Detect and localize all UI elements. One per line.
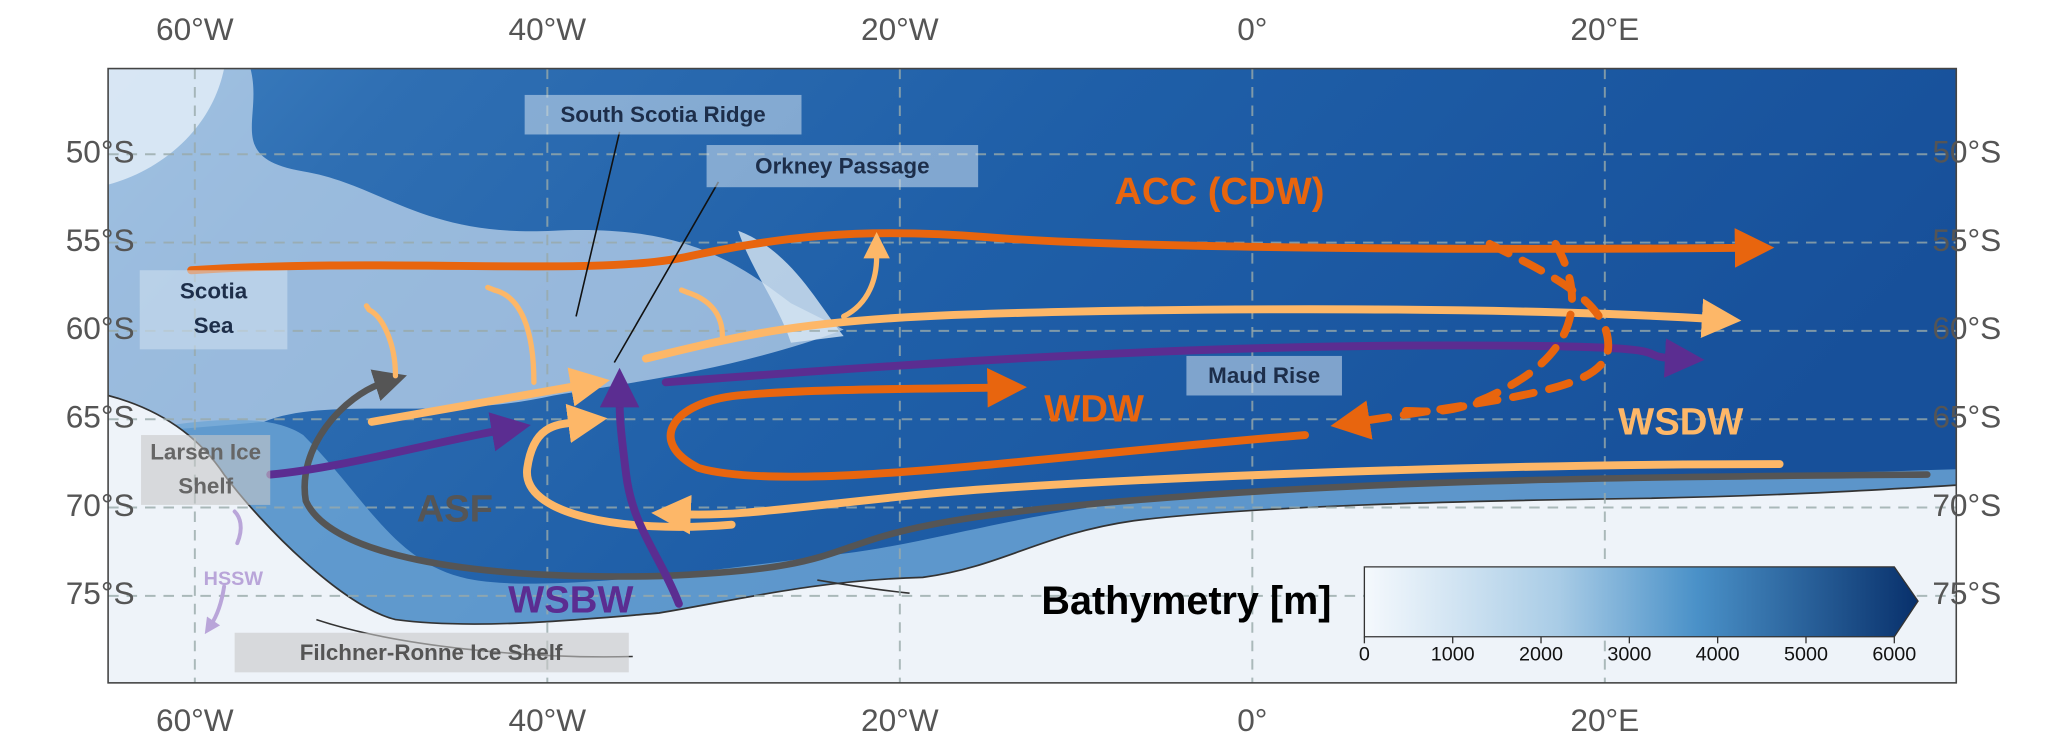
flows (187, 131, 1931, 625)
feature-label: South Scotia Ridge (560, 102, 765, 127)
shallow-area (108, 68, 844, 436)
lon-tick-label: 0° (1237, 11, 1267, 47)
lat-tick-label: 60°S (1932, 310, 2001, 346)
colorbar-label: Bathymetry [m] (1041, 579, 1331, 623)
lon-tick-label: 20°W (861, 702, 939, 738)
lat-tick-label: 65°S (1932, 399, 2001, 435)
wsbw-flow (599, 367, 683, 608)
colorbar-tick-label: 2000 (1519, 643, 1563, 665)
asf-flow (301, 369, 1931, 580)
lon-tick-label: 40°W (508, 11, 586, 47)
current-labels: ACC (CDW) WDW WSDW ASF WSBW (417, 170, 1745, 622)
current-label: ASF (417, 488, 493, 531)
coastline (108, 394, 1957, 625)
feature-label: Filchner-Ronne Ice Shelf (300, 640, 563, 665)
label-box (1186, 355, 1342, 396)
label-box (706, 145, 979, 188)
feature-label: Scotia (180, 279, 248, 304)
feature-label: Larsen Ice (150, 439, 261, 464)
colorbar-scale (1363, 566, 1919, 638)
colorbar-tick-label: 0 (1359, 643, 1370, 665)
purple-flow (661, 338, 1705, 387)
colorbar: Bathymetry [m] 0 1000 2000 3000 4000 5000 6000 (1041, 566, 1919, 665)
label-box (139, 270, 288, 350)
feature-label: Shelf (178, 474, 233, 499)
feature-label: HSSW (204, 568, 264, 590)
lat-tick-label: 70°S (1932, 487, 2001, 523)
wdw-flow (666, 368, 1310, 481)
label-box (234, 632, 629, 673)
colorbar-tick-label: 3000 (1607, 643, 1651, 665)
ridge (738, 230, 844, 343)
wsdw-flow (367, 367, 610, 426)
branch-flow (366, 254, 880, 385)
wsdw-flow (641, 298, 1742, 363)
wsbw-flow (266, 412, 531, 479)
lat-tick-label: 55°S (1932, 222, 2001, 258)
lon-tick-label: 20°E (1570, 11, 1639, 47)
lat-tick-label: 65°S (66, 399, 135, 435)
colorbar-tick-label: 4000 (1696, 643, 1740, 665)
lon-tick-label: 20°W (861, 11, 939, 47)
feature-label: Orkney Passage (755, 153, 929, 178)
lat-tick-label: 70°S (66, 487, 135, 523)
dashed-flow (1393, 239, 1576, 416)
branch-head (363, 250, 876, 313)
ticks: 60°W 60°W 40°W 40°W 20°W 20°W 0° 0° 20°E 20°E 50°S… (66, 11, 2002, 738)
current-label: WDW (1044, 387, 1145, 430)
pointer-line (613, 181, 720, 363)
lat-tick-label: 50°S (66, 134, 135, 170)
pointer-line (575, 131, 621, 317)
label-box (524, 94, 802, 135)
lat-tick-label: 75°S (1932, 575, 2001, 611)
map-frame (107, 67, 1958, 684)
feature-label: Maud Rise (1208, 363, 1320, 388)
lat-tick-label: 75°S (66, 575, 135, 611)
current-label: ACC (CDW) (1114, 170, 1324, 213)
current-label: WSDW (1618, 401, 1744, 444)
lat-tick-label: 55°S (66, 222, 135, 258)
label-box (141, 435, 271, 505)
wsdw-return (651, 460, 1784, 535)
current-label: WSBW (508, 579, 634, 622)
lon-tick-label: 60°W (156, 702, 234, 738)
feature-labels: South Scotia Ridge Orkney Passage Scotia… (139, 94, 1342, 673)
lon-tick-label: 20°E (1570, 702, 1639, 738)
lat-tick-label: 60°S (66, 310, 135, 346)
lon-tick-label: 0° (1237, 702, 1267, 738)
colorbar-tick-label: 5000 (1784, 643, 1828, 665)
colorbar-tick-label: 6000 (1872, 643, 1916, 665)
lon-tick-label: 40°W (508, 702, 586, 738)
wsdw-loop (523, 403, 736, 531)
colorbar-tick-label: 1000 (1431, 643, 1475, 665)
map-body (108, 68, 1957, 683)
feature-label: Sea (194, 313, 234, 338)
lon-tick-label: 60°W (156, 11, 234, 47)
lat-tick-label: 50°S (1932, 134, 2001, 170)
hssw-flow (211, 509, 243, 624)
